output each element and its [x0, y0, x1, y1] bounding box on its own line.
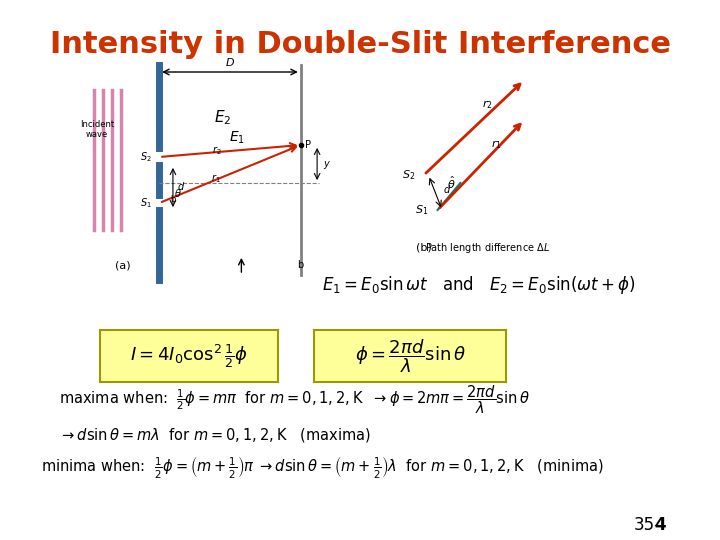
Text: b: b [297, 260, 304, 270]
Text: 35-: 35- [634, 516, 661, 534]
Text: $\theta$: $\theta$ [174, 187, 181, 199]
Text: d: d [178, 182, 184, 192]
Text: minima when:  $\frac{1}{2}\phi = \left(m + \frac{1}{2}\right)\pi$ $\rightarrow d: minima when: $\frac{1}{2}\phi = \left(m … [40, 455, 603, 481]
Text: $E_2$: $E_2$ [215, 109, 232, 127]
Text: $r_1$: $r_1$ [212, 173, 221, 185]
Text: $E_1 = E_0 \sin\omega t$   and   $E_2 = E_0 \sin\!\left(\omega t + \phi\right)$: $E_1 = E_0 \sin\omega t$ and $E_2 = E_0 … [322, 274, 636, 296]
Text: y: y [323, 159, 329, 169]
Text: (a): (a) [115, 260, 130, 270]
Text: $r_2$: $r_2$ [212, 145, 221, 157]
Text: P: P [305, 140, 311, 150]
Text: $\rightarrow d\sin\theta = m\lambda$  for $m = 0, 1, 2, \mathrm{K}$   (maxima): $\rightarrow d\sin\theta = m\lambda$ for… [59, 426, 371, 444]
Text: (b): (b) [416, 243, 432, 253]
Text: d: d [444, 185, 450, 195]
Text: $S_1$: $S_1$ [415, 203, 428, 217]
Bar [100, 330, 278, 382]
Text: b: b [170, 195, 176, 205]
Text: $I = 4I_0 \cos^2 \frac{1}{2}\phi$: $I = 4I_0 \cos^2 \frac{1}{2}\phi$ [130, 342, 248, 370]
Bar [315, 330, 506, 382]
Text: $S_2$: $S_2$ [140, 150, 152, 164]
Text: $\phi = \dfrac{2\pi d}{\lambda} \sin\theta$: $\phi = \dfrac{2\pi d}{\lambda} \sin\the… [354, 337, 466, 375]
Text: $S_2$: $S_2$ [402, 168, 415, 182]
Text: $r_2$: $r_2$ [482, 99, 493, 111]
Text: maxima when:  $\frac{1}{2}\phi = m\pi$  for $m = 0, 1, 2, \mathrm{K}$  $\rightar: maxima when: $\frac{1}{2}\phi = m\pi$ fo… [59, 384, 530, 416]
Text: $r_1$: $r_1$ [492, 139, 503, 151]
Text: Intensity in Double-Slit Interference: Intensity in Double-Slit Interference [50, 30, 670, 59]
Text: D: D [225, 58, 234, 68]
Text: 4: 4 [654, 516, 667, 534]
Text: Incident
wave: Incident wave [80, 120, 114, 139]
Text: $\hat{\theta}$: $\hat{\theta}$ [447, 175, 456, 191]
Text: Path length difference $\Delta L$: Path length difference $\Delta L$ [426, 241, 550, 255]
Text: $S_1$: $S_1$ [140, 196, 152, 210]
Text: $E_1$: $E_1$ [229, 130, 245, 146]
